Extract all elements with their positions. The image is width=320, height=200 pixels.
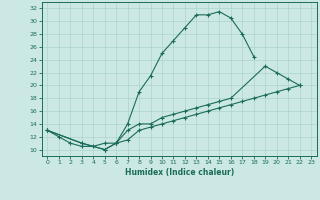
- X-axis label: Humidex (Indice chaleur): Humidex (Indice chaleur): [124, 168, 234, 177]
